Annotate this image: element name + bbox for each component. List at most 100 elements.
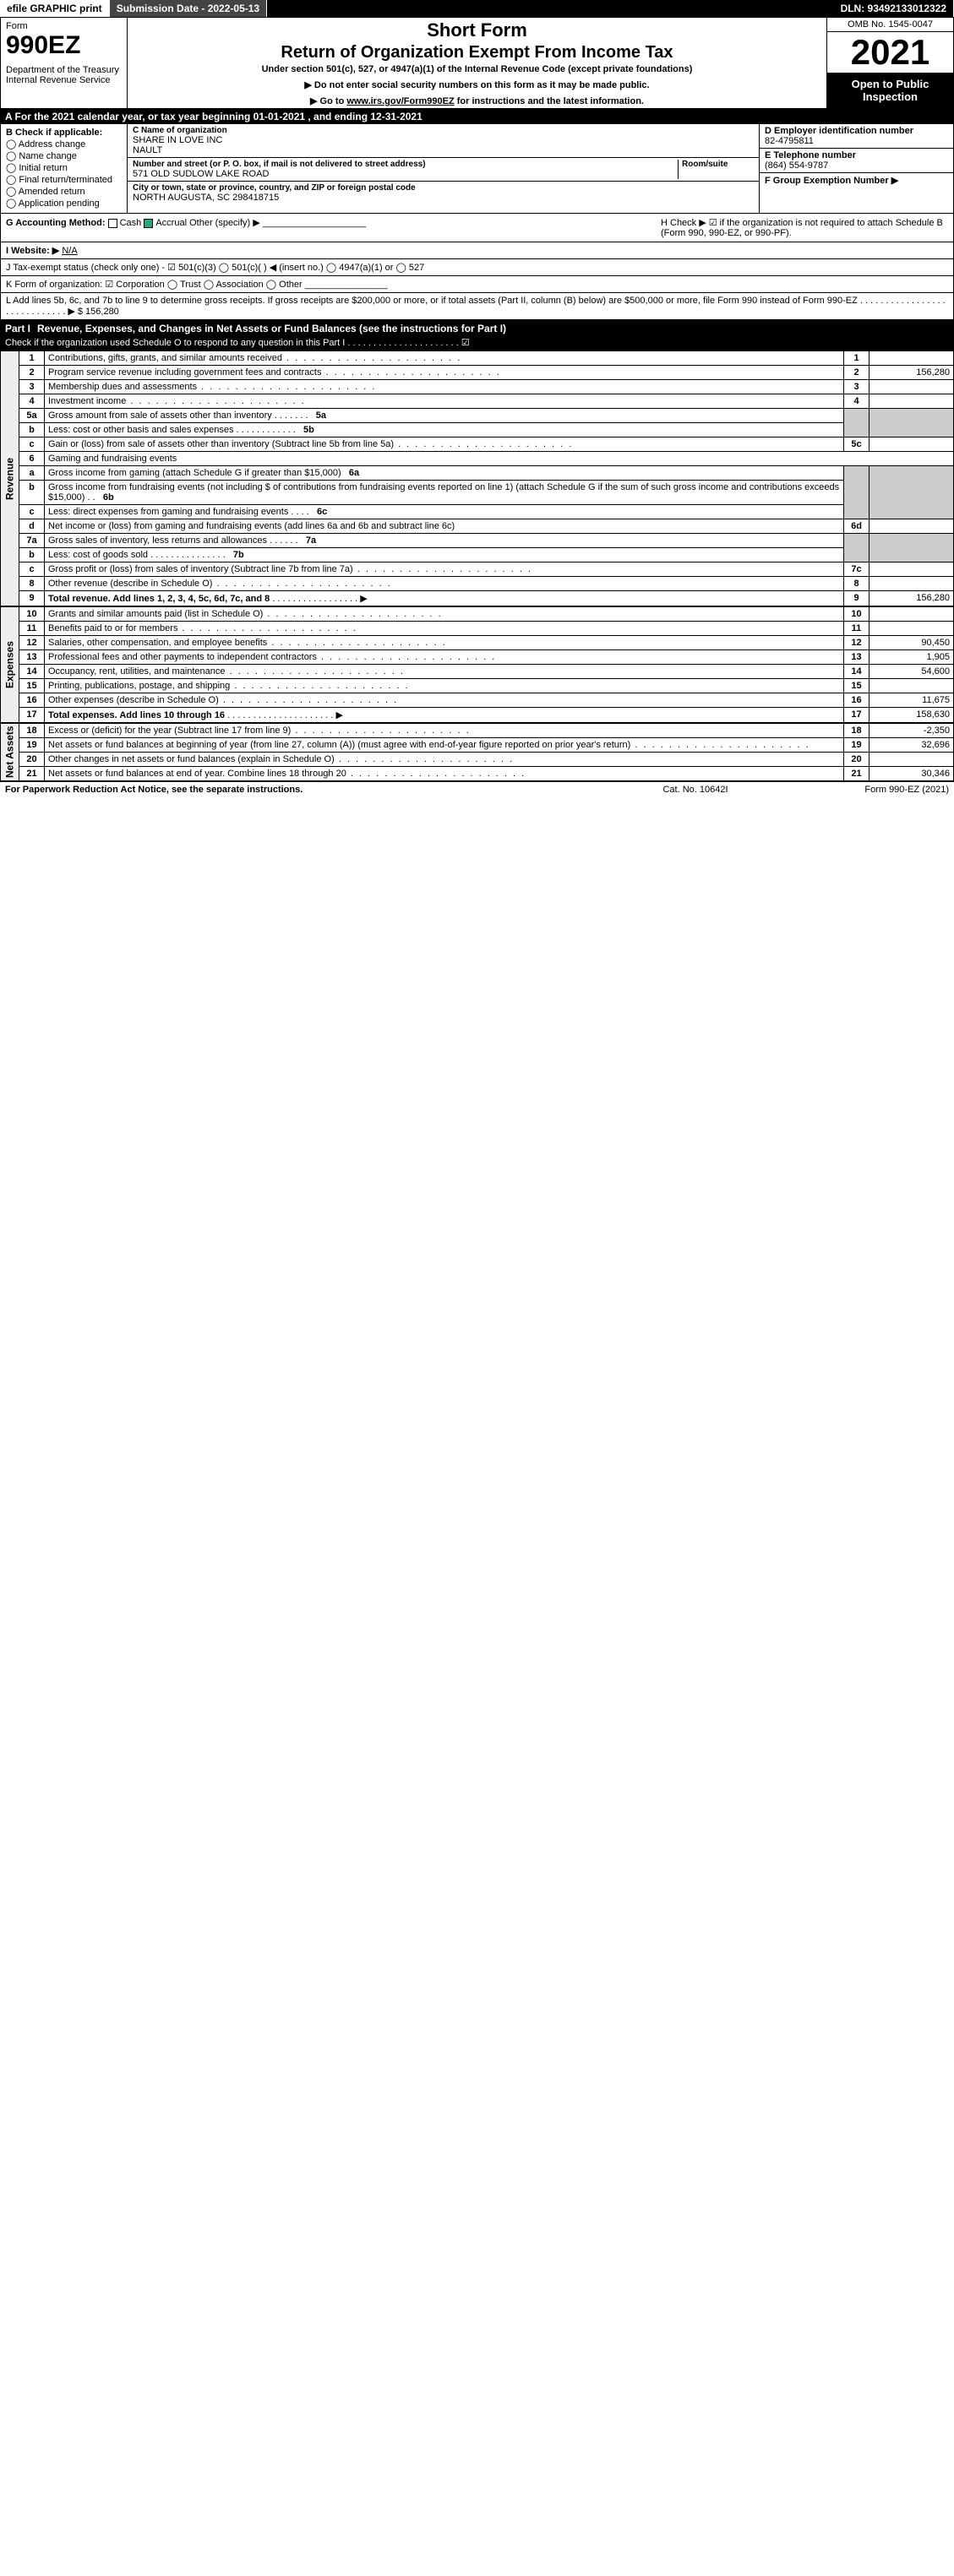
expenses-side-label: Expenses [0,606,19,723]
block-i: I Website: ▶ N/A [0,242,954,259]
d-label: D Employer identification number [765,126,948,136]
line-13: Professional fees and other payments to … [45,650,844,665]
val-17: 158,630 [870,708,954,723]
block-gh: G Accounting Method: Cash Accrual Other … [0,214,954,242]
line-17: Total expenses. Add lines 10 through 16 … [45,708,844,723]
block-j: J Tax-exempt status (check only one) - ☑… [0,259,954,276]
row-a-calendar: A For the 2021 calendar year, or tax yea… [0,109,954,124]
expenses-table: 10Grants and similar amounts paid (list … [19,606,954,723]
chk-initial[interactable]: ◯ Initial return [6,162,122,173]
form-word: Form [6,21,122,31]
submission-date: Submission Date - 2022-05-13 [110,0,267,17]
c-name-label: C Name of organization [133,126,754,135]
netassets-side-label: Net Assets [0,723,19,781]
org-street: 571 OLD SUDLOW LAKE ROAD [133,169,678,179]
j-text: J Tax-exempt status (check only one) - ☑… [6,263,424,273]
note-goto: ▶ Go to www.irs.gov/Form990EZ for instru… [133,95,821,106]
line-20: Other changes in net assets or fund bala… [45,753,844,767]
line-4: Investment income [45,394,844,409]
line-21: Net assets or fund balances at end of ye… [45,767,844,781]
line-7a: Gross sales of inventory, less returns a… [45,534,844,548]
line-16: Other expenses (describe in Schedule O) [45,693,844,708]
line-9: Total revenue. Add lines 1, 2, 3, 4, 5c,… [45,591,844,606]
footer-left: For Paperwork Reduction Act Notice, see … [5,785,611,795]
top-bar: efile GRAPHIC print Submission Date - 20… [0,0,954,17]
val-13: 1,905 [870,650,954,665]
chk-pending[interactable]: ◯ Application pending [6,198,122,209]
block-bcdef: B Check if applicable: ◯ Address change … [0,124,954,214]
chk-final[interactable]: ◯ Final return/terminated [6,174,122,185]
department-label: Department of the Treasury Internal Reve… [6,65,122,85]
line-5c: Gain or (loss) from sale of assets other… [45,437,844,452]
chk-cash[interactable] [108,219,117,228]
revenue-side-label: Revenue [0,351,19,606]
line-12: Salaries, other compensation, and employ… [45,636,844,650]
val-11 [870,622,954,636]
line-6c: Less: direct expenses from gaming and fu… [45,505,844,519]
part-i-header: Part I Revenue, Expenses, and Changes in… [0,320,954,337]
expenses-section: Expenses 10Grants and similar amounts pa… [0,606,954,723]
block-l: L Add lines 5b, 6c, and 7b to line 9 to … [0,293,954,320]
line-10: Grants and similar amounts paid (list in… [45,607,844,622]
ein-value: 82-4795811 [765,136,948,146]
line-5b: Less: cost or other basis and sales expe… [45,423,844,437]
k-text: K Form of organization: ☑ Corporation ◯ … [6,280,303,290]
line-6a: Gross income from gaming (attach Schedul… [45,466,844,481]
f-label: F Group Exemption Number ▶ [765,175,948,186]
chk-amended[interactable]: ◯ Amended return [6,186,122,197]
netassets-section: Net Assets 18Excess or (deficit) for the… [0,723,954,781]
netassets-table: 18Excess or (deficit) for the year (Subt… [19,723,954,781]
note-ssn: ▶ Do not enter social security numbers o… [133,79,821,90]
return-title: Return of Organization Exempt From Incom… [133,43,821,62]
chk-name[interactable]: ◯ Name change [6,150,122,161]
goto-pre: ▶ Go to [310,96,346,106]
block-k: K Form of organization: ☑ Corporation ◯ … [0,276,954,293]
c-city-label: City or town, state or province, country… [133,183,754,193]
header-left: Form 990EZ Department of the Treasury In… [1,18,128,108]
line-8: Other revenue (describe in Schedule O) [45,577,844,591]
val-9: 156,280 [870,591,954,606]
h-text: H Check ▶ ☑ if the organization is not r… [661,218,943,238]
page-footer: For Paperwork Reduction Act Notice, see … [0,781,954,797]
b-label: B Check if applicable: [6,128,122,138]
line-1: Contributions, gifts, grants, and simila… [45,351,844,366]
chk-address[interactable]: ◯ Address change [6,139,122,149]
revenue-section: Revenue 1Contributions, gifts, grants, a… [0,351,954,606]
part-i-title: Revenue, Expenses, and Changes in Net As… [37,323,949,334]
header-right: OMB No. 1545-0047 2021 Open to Public In… [826,18,953,108]
col-b: B Check if applicable: ◯ Address change … [1,124,128,213]
chk-accrual[interactable] [144,219,153,228]
part-i-sub: Check if the organization used Schedule … [0,337,954,351]
col-def: D Employer identification number 82-4795… [759,124,953,213]
line-3: Membership dues and assessments [45,380,844,394]
irs-link[interactable]: www.irs.gov/Form990EZ [346,96,454,106]
h-block: H Check ▶ ☑ if the organization is not r… [652,217,948,238]
website-value: N/A [62,246,77,256]
org-name: SHARE IN LOVE INC NAULT [133,135,754,155]
val-18: -2,350 [870,724,954,738]
chk-initial-label: Initial return [19,163,67,173]
short-form-title: Short Form [133,19,821,41]
val-2: 156,280 [870,366,954,380]
l-text: L Add lines 5b, 6c, and 7b to line 9 to … [6,296,946,317]
val-21: 30,346 [870,767,954,781]
org-city: NORTH AUGUSTA, SC 298418715 [133,193,754,203]
line-2: Program service revenue including govern… [45,366,844,380]
val-12: 90,450 [870,636,954,650]
phone-value: (864) 554-9787 [765,160,948,171]
line-6b: Gross income from fundraising events (no… [45,481,844,505]
under-section: Under section 501(c), 527, or 4947(a)(1)… [133,64,821,74]
val-4 [870,394,954,409]
chk-name-label: Name change [19,151,77,161]
chk-address-label: Address change [19,139,86,149]
header-mid: Short Form Return of Organization Exempt… [128,18,826,108]
val-20 [870,753,954,767]
footer-mid: Cat. No. 10642I [611,785,780,795]
val-19: 32,696 [870,738,954,753]
line-6: Gaming and fundraising events [45,452,954,466]
line-19: Net assets or fund balances at beginning… [45,738,844,753]
efile-label: efile GRAPHIC print [0,0,110,17]
room-label: Room/suite [682,160,754,169]
chk-pending-label: Application pending [19,198,100,209]
chk-amended-label: Amended return [19,187,85,197]
